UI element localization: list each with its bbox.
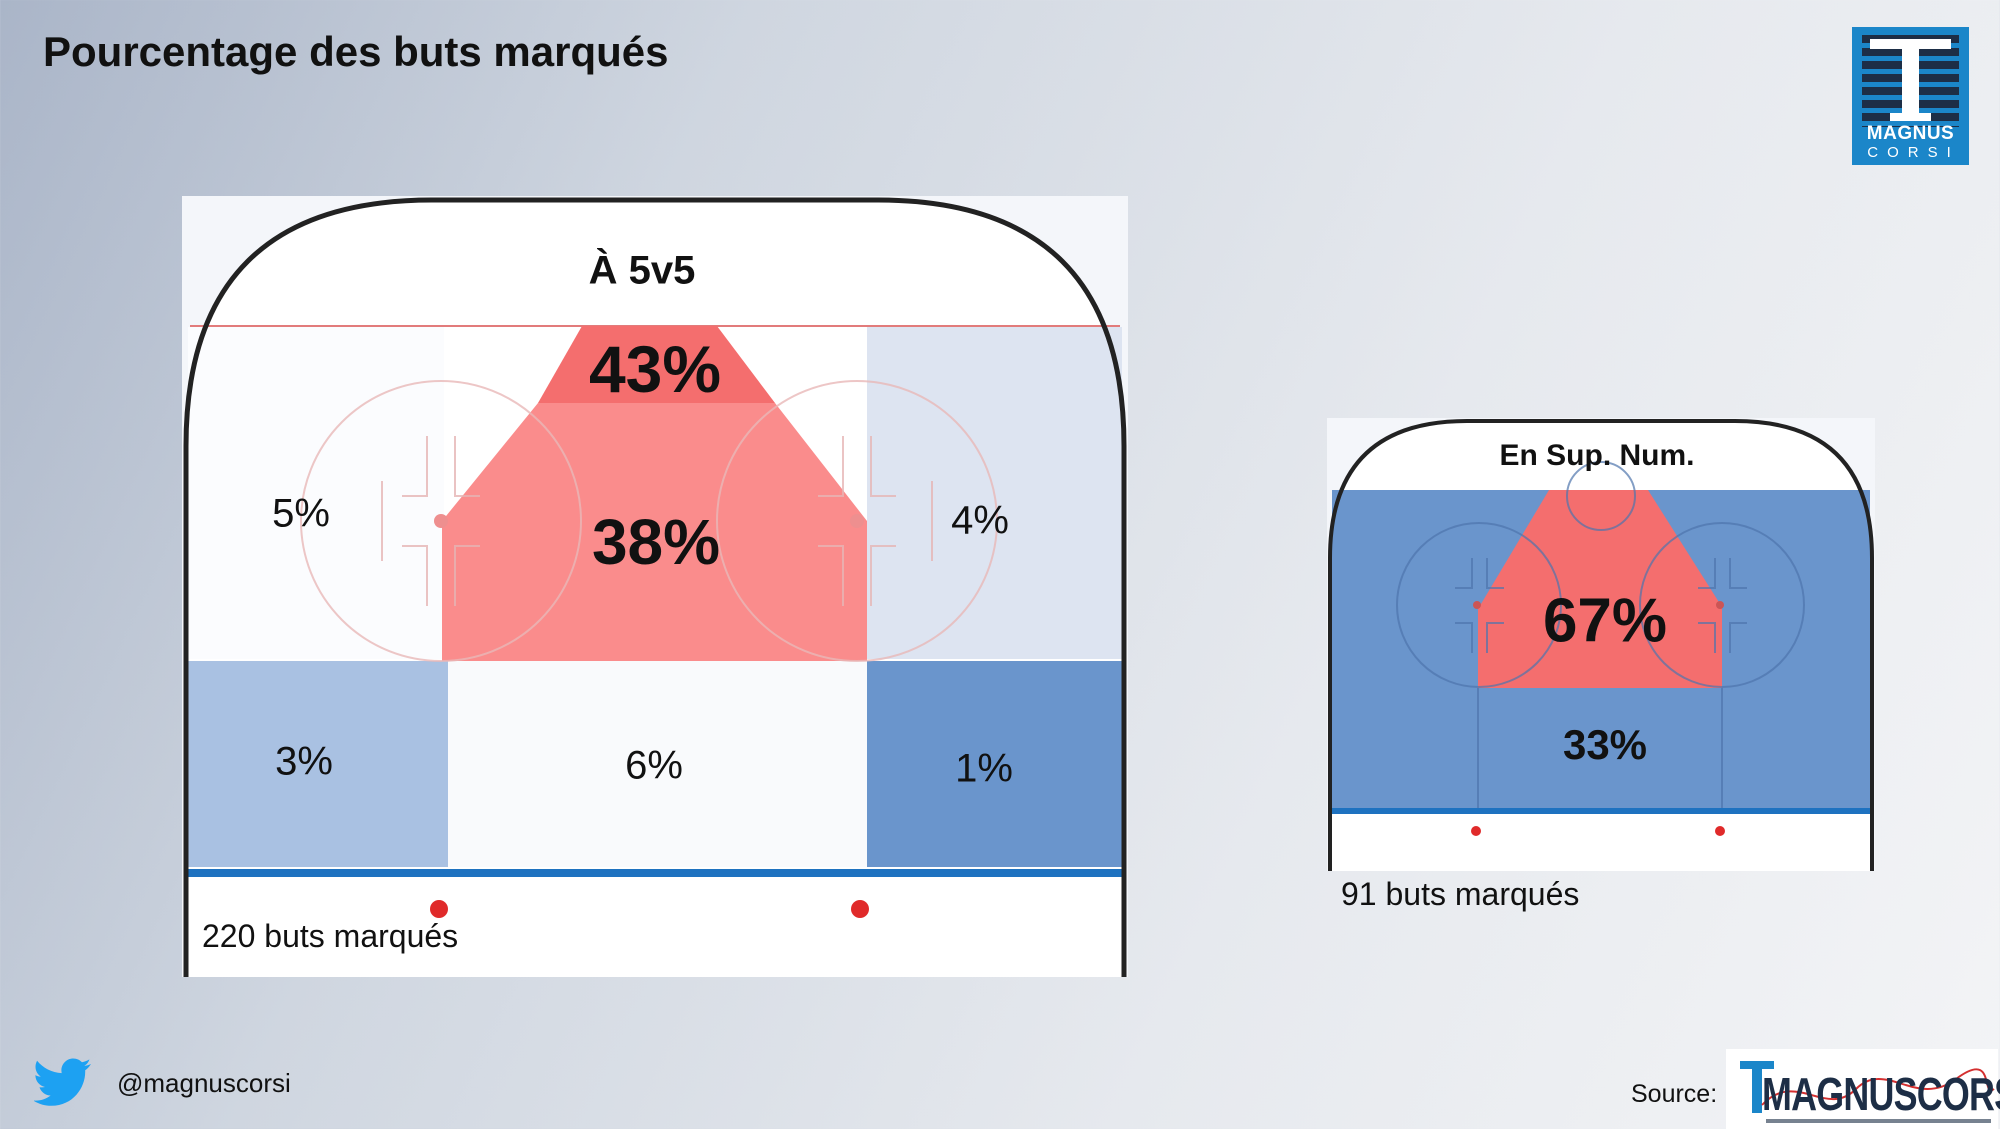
zone-label-slot-top: 43% — [588, 332, 722, 406]
zone-label-right-circle: 4% — [951, 498, 1009, 543]
zone-label-slot-mid: 38% — [591, 506, 721, 578]
magnus-corsi-logo: MAGNUS CORSI — [1852, 27, 1969, 165]
goals-caption-pp: 91 buts marqués — [1341, 876, 1580, 912]
rink-panel-5v5: À 5v5 43% 38% 5% 4% 3% 6% 1% 220 buts ma… — [182, 196, 1128, 977]
zone-label-center-point: 6% — [625, 743, 683, 788]
zone-label-left-point: 3% — [275, 739, 333, 784]
zone-label-left-circle: 5% — [272, 491, 330, 536]
zone-label-slot: 67% — [1542, 586, 1668, 656]
panel-heading: En Sup. Num. — [1499, 439, 1695, 472]
zone-label-point: 33% — [1562, 721, 1648, 768]
twitter-handle[interactable]: @magnuscorsi — [117, 1068, 291, 1098]
panel-heading: À 5v5 — [588, 248, 696, 293]
goals-caption: 220 buts marqués — [202, 918, 459, 954]
source-label: Source: — [1631, 1080, 1718, 1108]
zone-label-right-point: 1% — [955, 746, 1013, 791]
rink-zone-diagram — [182, 196, 1128, 977]
rink-panel-power-play: En Sup. Num. 67% 33% — [1327, 418, 1875, 871]
twitter-icon[interactable] — [34, 1058, 92, 1106]
rink-zone-diagram-pp — [1327, 418, 1875, 871]
page-title: Pourcentage des buts marqués — [43, 28, 669, 75]
